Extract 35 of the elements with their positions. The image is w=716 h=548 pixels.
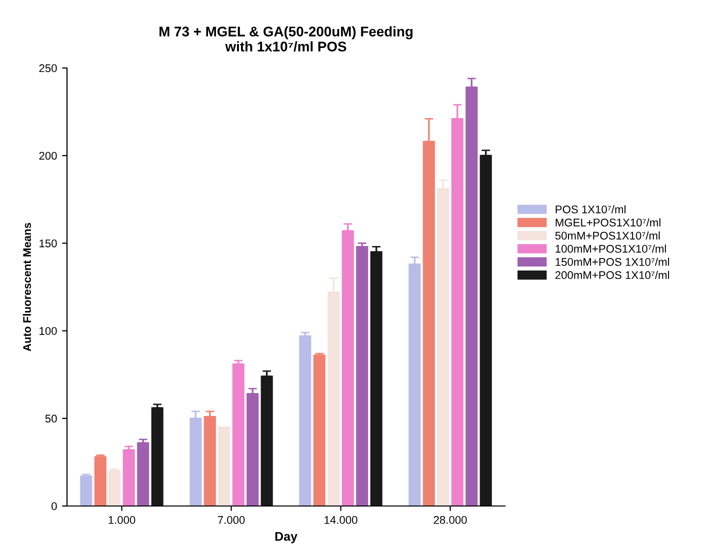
y-tick-label: 200	[39, 152, 57, 160]
x-tick-label: 28.000	[434, 516, 467, 524]
x-tick-label: 1.000	[108, 516, 136, 524]
legend-label: MGEL+POS1X10⁷/ml	[556, 218, 660, 226]
bar	[370, 251, 382, 506]
y-axis-title: Auto Fluorescent Means	[22, 222, 31, 352]
bar	[480, 154, 492, 506]
y-tick-label: 150	[40, 239, 57, 248]
bar	[299, 335, 312, 506]
legend-label: POS 1X10⁷/ml	[556, 205, 626, 214]
bar	[122, 449, 135, 506]
bar	[232, 363, 244, 506]
bar	[356, 246, 368, 506]
bar	[218, 426, 230, 506]
y-tick-label: 0	[52, 502, 57, 510]
x-tick-label: 14.000	[324, 516, 358, 524]
legend-label: 100mM+POS1X10⁷/ml	[556, 244, 666, 253]
bar	[108, 470, 121, 506]
bar	[137, 442, 150, 506]
y-tick-label: 100	[40, 327, 57, 335]
legend-label: 150mM+POS 1X10⁷/ml	[556, 258, 669, 266]
bar	[151, 407, 164, 506]
x-tick-label: 7.000	[218, 516, 245, 524]
chart-title: M 73 + MGEL & GA(50-200uM) Feeding with 1x10⁷/ml POS	[160, 26, 412, 52]
bar	[80, 476, 92, 506]
y-tick-label: 250	[39, 64, 57, 72]
legend-label: 200mM+POS 1X10⁷/ml	[555, 270, 669, 280]
legend-label: 50mM+POS1X10⁷/ml	[555, 231, 660, 240]
bar	[204, 416, 216, 506]
bar	[313, 354, 326, 506]
bar	[246, 393, 259, 506]
y-tick-label: 50	[45, 414, 57, 423]
bar	[94, 456, 106, 506]
x-axis-title: Day	[275, 532, 298, 544]
bar	[260, 376, 273, 506]
